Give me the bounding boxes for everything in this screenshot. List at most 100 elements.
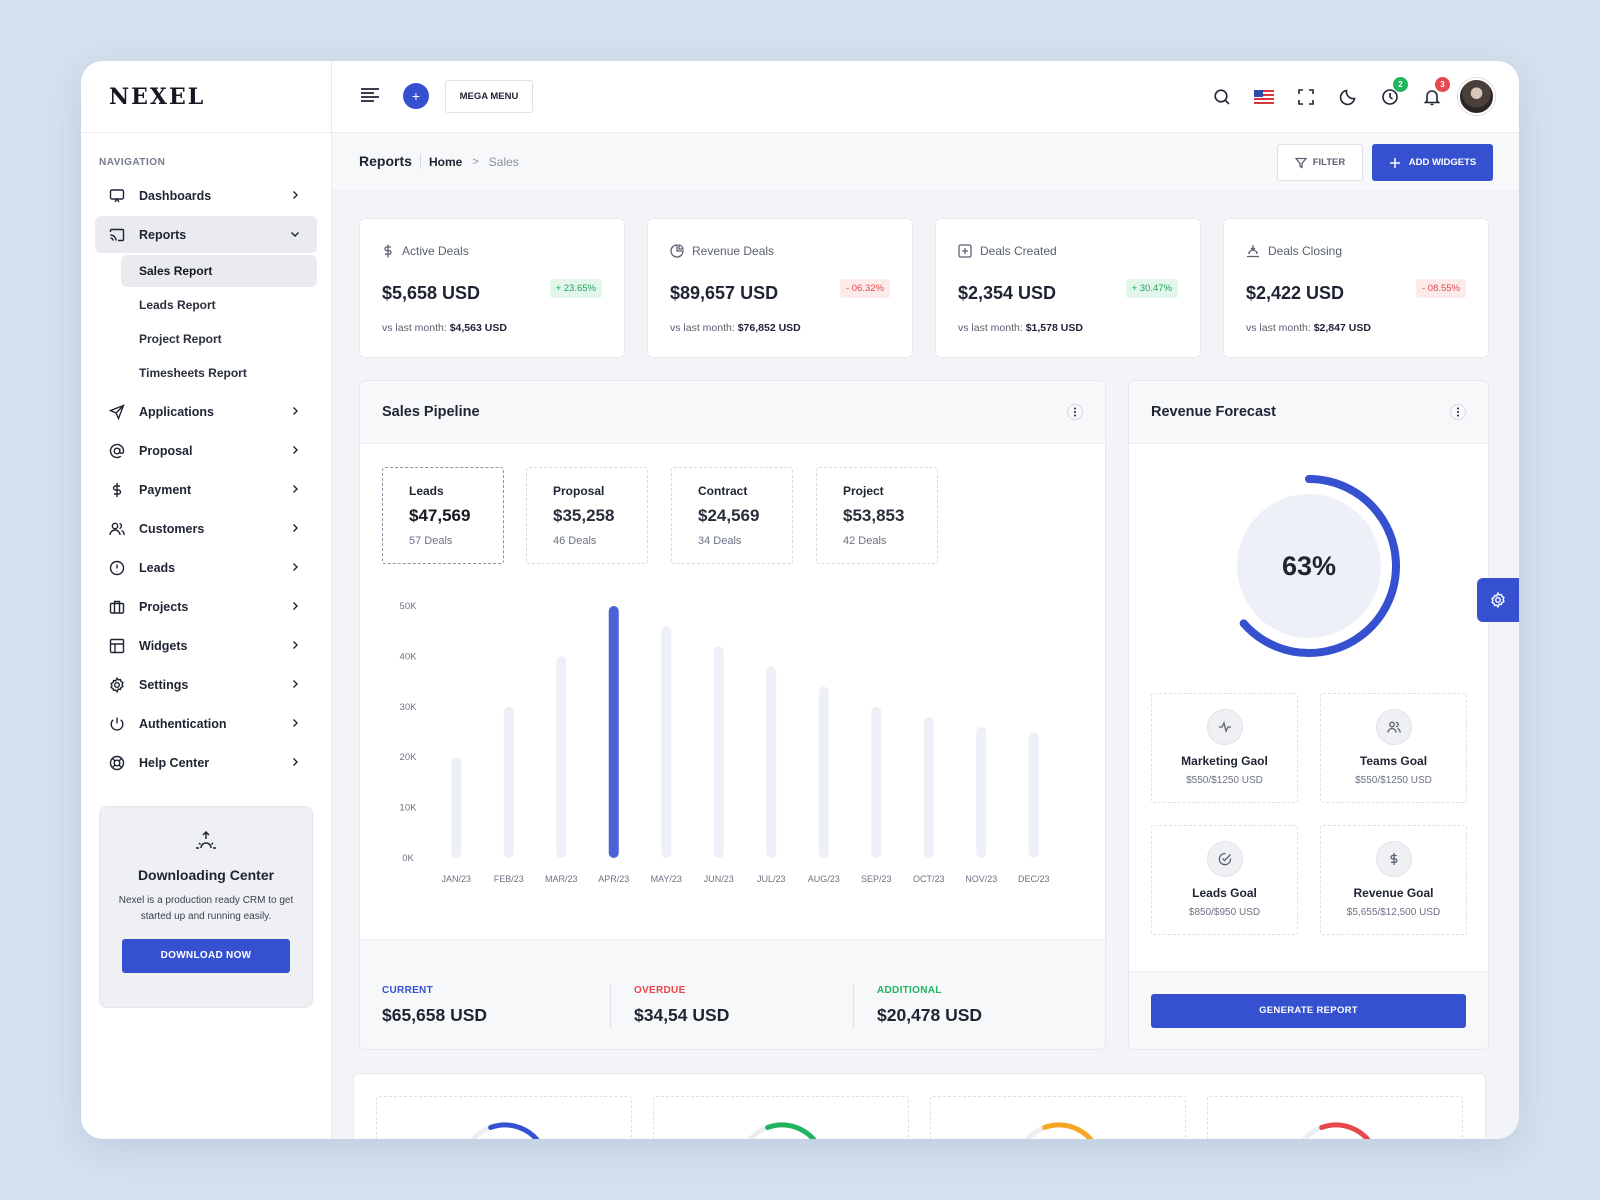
chart-bar[interactable] (556, 656, 567, 858)
stage-card-proposal[interactable]: Proposal $35,258 46 Deals (526, 467, 648, 564)
chart-bar[interactable] (608, 606, 619, 858)
chart-bar[interactable] (976, 726, 987, 858)
settings-toggle-tab[interactable] (1477, 578, 1519, 622)
monitor-icon (109, 188, 125, 204)
sidebar-item-authentication[interactable]: Authentication (95, 705, 317, 742)
chart-bar[interactable] (713, 646, 724, 858)
fullscreen-icon[interactable] (1296, 87, 1316, 107)
summary-current: CURRENT $65,658 USD (382, 985, 487, 1026)
bell-icon[interactable]: 3 (1422, 76, 1450, 107)
sidebar-item-reports[interactable]: Reports (95, 216, 317, 253)
life-buoy-icon (109, 755, 125, 771)
alert-circle-icon (109, 560, 125, 576)
more-vertical-icon[interactable] (1067, 404, 1083, 420)
us-flag-icon[interactable] (1254, 87, 1274, 107)
stat-change-badge: - 06.32% (839, 279, 890, 298)
stage-deals: 42 Deals (843, 535, 887, 547)
summary-label: ADDITIONAL (877, 985, 942, 996)
mini-ring-track (470, 1125, 492, 1139)
goal-card-leads[interactable]: Leads Goal $850/$950 USD (1151, 825, 1298, 935)
sidebar-item-label: Customers (139, 521, 205, 536)
breadcrumb-current: Sales (488, 154, 519, 169)
sidebar-item-label: Leads (139, 560, 176, 575)
brand-logo[interactable]: NEXEL (81, 61, 331, 133)
sidebar-subitem-project-report[interactable]: Project Report (139, 332, 222, 346)
chart-bar[interactable] (503, 706, 514, 858)
stage-deals: 57 Deals (409, 535, 453, 547)
sidebar-item-label: Dashboards (139, 188, 212, 203)
chevron-right-icon (293, 680, 298, 688)
goal-card-revenue[interactable]: Revenue Goal $5,655/$12,500 USD (1320, 825, 1467, 935)
x-tick-label: MAR/23 (545, 874, 578, 884)
sidebar-item-widgets[interactable]: Widgets (95, 627, 317, 664)
sidebar-subitem-sales-report[interactable]: Sales Report (121, 255, 317, 287)
avatar[interactable] (1458, 78, 1495, 115)
y-tick-label: 50K (400, 601, 418, 612)
moon-icon[interactable] (1338, 87, 1358, 107)
add-widgets-button[interactable]: ADD WIDGETS (1372, 144, 1493, 181)
stage-card-leads[interactable]: Leads $47,569 57 Deals (382, 467, 504, 564)
plus-icon (1389, 157, 1400, 168)
download-now-button[interactable]: DOWNLOAD NOW (122, 939, 290, 973)
stat-compare-label: vs last month: (382, 322, 447, 334)
chevron-down-icon (291, 232, 299, 237)
more-vertical-icon[interactable] (1450, 404, 1466, 420)
goal-name: Teams Goal (1359, 754, 1428, 768)
breadcrumb-home[interactable]: Home (429, 154, 463, 169)
sidebar-subitem-leads-report[interactable]: Leads Report (139, 298, 216, 312)
chart-bar[interactable] (871, 706, 882, 858)
mini-ring-card (1207, 1096, 1463, 1139)
stage-card-project[interactable]: Project $53,853 42 Deals (816, 467, 938, 564)
stat-value: $5,658 USD (382, 283, 481, 303)
sidebar-item-customers[interactable]: Customers (95, 510, 317, 547)
pie-chart-icon (670, 244, 684, 258)
divider (610, 984, 611, 1028)
stage-name: Leads (409, 484, 444, 498)
mini-ring-card (930, 1096, 1186, 1139)
chart-bar[interactable] (1028, 732, 1039, 858)
chart-bar[interactable] (766, 666, 777, 858)
mini-ring-card (376, 1096, 632, 1139)
stage-name: Proposal (553, 484, 605, 498)
sidebar-item-settings[interactable]: Settings (95, 666, 317, 703)
stat-compare-value: $1,578 USD (1025, 322, 1083, 334)
sidebar-item-projects[interactable]: Projects (95, 588, 317, 625)
menu-icon[interactable] (360, 87, 380, 108)
goal-card-teams[interactable]: Teams Goal $550/$1250 USD (1320, 693, 1467, 803)
sidebar-item-payment[interactable]: Payment (95, 471, 317, 508)
sidebar-subitem-timesheets-report[interactable]: Timesheets Report (139, 366, 247, 380)
stat-change-badge: - 08.55% (1415, 279, 1466, 298)
mini-ring-track (1301, 1125, 1323, 1139)
sidebar-item-label: Reports (139, 227, 187, 242)
x-tick-label: DEC/23 (1018, 874, 1050, 884)
generate-report-button[interactable]: GENERATE REPORT (1151, 994, 1466, 1028)
pipeline-summary: CURRENT $65,658 USD OVERDUE $34,54 USD A… (360, 939, 1105, 1049)
goal-card-marketing[interactable]: Marketing Gaol $550/$1250 USD (1151, 693, 1298, 803)
sidebar-item-applications[interactable]: Applications (95, 393, 317, 430)
chart-bar[interactable] (451, 757, 462, 858)
goal-name: Marketing Gaol (1181, 754, 1268, 768)
mini-ring-arc (488, 1122, 540, 1139)
chart-bar[interactable] (661, 626, 672, 858)
summary-overdue: OVERDUE $34,54 USD (634, 985, 729, 1026)
sidebar-item-dashboards[interactable]: Dashboards (95, 177, 317, 214)
x-tick-label: AUG/23 (808, 874, 840, 884)
mega-menu-button[interactable]: MEGA MENU (445, 80, 533, 113)
stage-card-contract[interactable]: Contract $24,569 34 Deals (671, 467, 793, 564)
summary-label: CURRENT (382, 985, 433, 996)
search-icon[interactable] (1212, 87, 1232, 107)
sidebar-item-proposal[interactable]: Proposal (95, 432, 317, 469)
chart-bar[interactable] (818, 686, 829, 858)
stat-label: Deals Closing (1268, 244, 1343, 258)
clock-icon[interactable]: 2 (1380, 76, 1408, 107)
add-button[interactable]: + (403, 83, 429, 109)
goal-name: Leads Goal (1192, 886, 1257, 900)
chart-bar[interactable] (923, 716, 934, 858)
goal-value: $5,655/$12,500 USD (1346, 907, 1441, 918)
sidebar-item-help-center[interactable]: Help Center (95, 744, 317, 781)
chevron-right-icon (293, 524, 298, 532)
sidebar-item-leads[interactable]: Leads (95, 549, 317, 586)
stat-value: $2,422 USD (1246, 283, 1345, 303)
stat-card-active-deals: Active Deals $5,658 USD + 23.65% vs last… (359, 218, 625, 358)
filter-button[interactable]: FILTER (1277, 144, 1363, 181)
